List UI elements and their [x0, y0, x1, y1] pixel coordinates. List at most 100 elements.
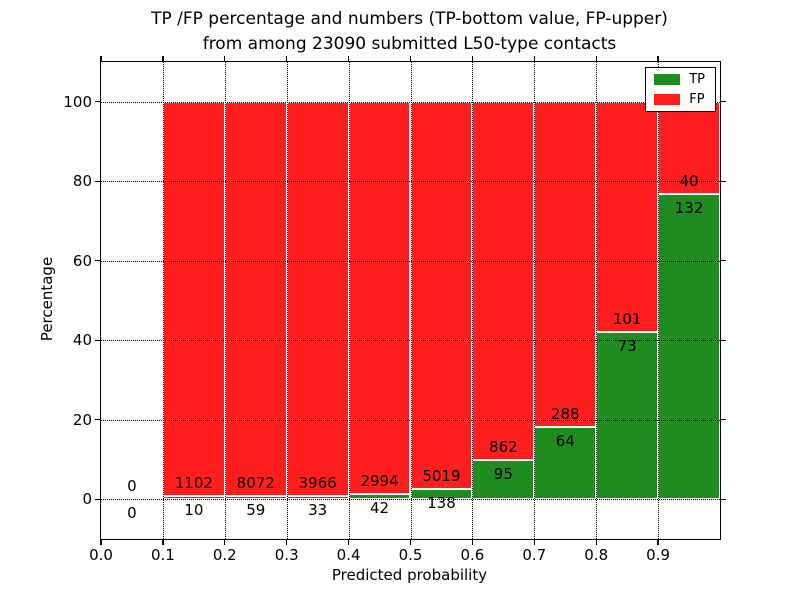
y-tick-100: [95, 101, 101, 103]
legend-label-fp: FP: [689, 92, 705, 107]
legend-item-fp: FP: [654, 93, 705, 106]
legend-swatch-fp: [654, 94, 681, 105]
x-tick-0.9: [657, 539, 659, 545]
tp-count-label-bin4: 42: [370, 498, 390, 517]
bar-segment-fp-bin7: [534, 101, 597, 427]
fp-count-label-bin7: 288: [550, 404, 580, 423]
x-tick-0.6: [471, 539, 474, 545]
v-gridline-0.4: [348, 62, 350, 539]
bar-segment-fp-bin1: [162, 101, 225, 496]
y-tick-label-80: 80: [72, 172, 92, 191]
x-tick-0.5: [409, 539, 412, 545]
bar-segment-fp-bin9: [658, 101, 720, 195]
legend-label-tp: TP: [689, 72, 705, 87]
y-tick-label-0: 0: [82, 490, 92, 509]
fp-count-label-bin3: 3966: [298, 473, 337, 492]
tp-count-label-bin8: 73: [617, 337, 637, 356]
bar-segment-tp-bin7: [534, 426, 597, 500]
tp-count-label-bin2: 59: [246, 501, 266, 520]
x-tick-0.0: [100, 539, 102, 545]
fp-count-label-bin1: 1102: [174, 473, 213, 492]
x-top-tick-0.8: [595, 56, 597, 62]
y-tick-label-40: 40: [72, 331, 92, 350]
tp-count-label-bin1: 10: [184, 500, 204, 519]
y-right-tick-60: [720, 260, 726, 262]
v-gridline-0.1: [162, 62, 164, 539]
tp-count-label-bin7: 64: [555, 431, 575, 450]
x-top-tick-0.3: [286, 56, 288, 62]
chart-title-line1: TP /FP percentage and numbers (TP-bottom…: [151, 9, 668, 29]
bar-segment-tp-bin9: [658, 194, 720, 500]
bar-segment-tp-bin6: [472, 459, 535, 500]
fp-count-label-bin0: 0: [127, 477, 137, 496]
x-top-tick-0.0: [100, 56, 102, 62]
chart-title: TP /FP percentage and numbers (TP-bottom…: [100, 7, 719, 57]
y-right-tick-80: [720, 180, 726, 182]
x-axis-label: Predicted probability: [331, 566, 488, 584]
tp-count-label-bin5: 138: [427, 493, 456, 512]
y-right-tick-0: [720, 498, 726, 500]
x-tick-label-0.0: 0.0: [89, 546, 113, 564]
x-top-tick-0.1: [162, 56, 164, 62]
x-tick-0.8: [595, 539, 597, 545]
y-axis-label: Percentage: [38, 256, 56, 342]
v-gridline-0.9: [658, 62, 660, 539]
fp-count-label-bin8: 101: [612, 310, 642, 329]
legend-item-tp: TP: [654, 73, 705, 86]
tp-count-label-bin6: 95: [493, 464, 513, 483]
x-tick-label-0.5: 0.5: [398, 546, 423, 564]
x-tick-0.1: [162, 539, 164, 545]
x-tick-label-0.1: 0.1: [150, 546, 175, 564]
fp-count-label-bin5: 5019: [422, 466, 461, 485]
x-top-tick-0.2: [224, 56, 226, 62]
y-tick-80: [95, 180, 101, 182]
x-top-tick-0.7: [533, 56, 535, 62]
y-tick-label-60: 60: [72, 251, 92, 270]
y-tick-40: [95, 339, 101, 341]
y-right-tick-40: [720, 339, 726, 341]
x-tick-label-0.7: 0.7: [522, 546, 547, 564]
chart-title-line2: from among 23090 submitted L50-type cont…: [202, 34, 617, 54]
v-gridline-0.8: [596, 62, 598, 539]
y-tick-0: [95, 498, 101, 500]
x-tick-label-0.2: 0.2: [212, 546, 237, 564]
bar-segment-fp-bin4: [348, 101, 411, 494]
fp-count-label-bin9: 40: [679, 172, 699, 191]
tp-count-label-bin9: 132: [674, 199, 704, 218]
y-tick-label-20: 20: [72, 410, 92, 429]
legend-swatch-tp: [654, 74, 681, 85]
fp-count-label-bin6: 862: [489, 437, 518, 456]
fp-count-label-bin2: 8072: [236, 474, 275, 493]
bar-segment-tp-bin8: [596, 332, 659, 500]
bar-segment-fp-bin8: [596, 101, 659, 333]
y-tick-20: [95, 419, 101, 421]
y-tick-60: [95, 260, 101, 262]
x-tick-0.2: [224, 539, 226, 545]
x-tick-label-0.8: 0.8: [584, 546, 609, 564]
x-tick-label-0.6: 0.6: [460, 546, 485, 564]
v-gridline-0.7: [534, 62, 536, 539]
x-tick-0.7: [533, 539, 535, 545]
bar-segment-fp-bin3: [286, 101, 349, 496]
tp-count-label-bin0: 0: [127, 504, 137, 523]
x-tick-label-0.3: 0.3: [274, 546, 299, 564]
bar-segment-fp-bin2: [224, 101, 287, 497]
bar-segment-fp-bin6: [472, 101, 535, 460]
x-tick-0.3: [286, 539, 288, 545]
v-gridline-0.2: [224, 62, 226, 539]
y-right-tick-20: [720, 419, 726, 421]
y-tick-label-100: 100: [63, 92, 92, 111]
x-top-tick-0.5: [409, 56, 412, 62]
v-gridline-0.3: [286, 62, 288, 539]
legend: TP FP: [645, 67, 716, 112]
v-gridline-0.6: [472, 62, 474, 539]
x-top-tick-0.9: [657, 56, 659, 62]
x-tick-0.4: [347, 539, 350, 545]
fp-count-label-bin4: 2994: [360, 471, 399, 490]
y-right-tick-100: [720, 101, 726, 103]
plot-area: 0 0 1102 10 8072 59 3966 33 2994 42 5019 138 862 95 28…: [63, 56, 726, 564]
tp-count-label-bin3: 33: [308, 500, 328, 519]
x-tick-label-0.9: 0.9: [646, 546, 671, 564]
x-top-tick-0.6: [471, 56, 474, 62]
v-gridline-0.5: [410, 62, 412, 539]
